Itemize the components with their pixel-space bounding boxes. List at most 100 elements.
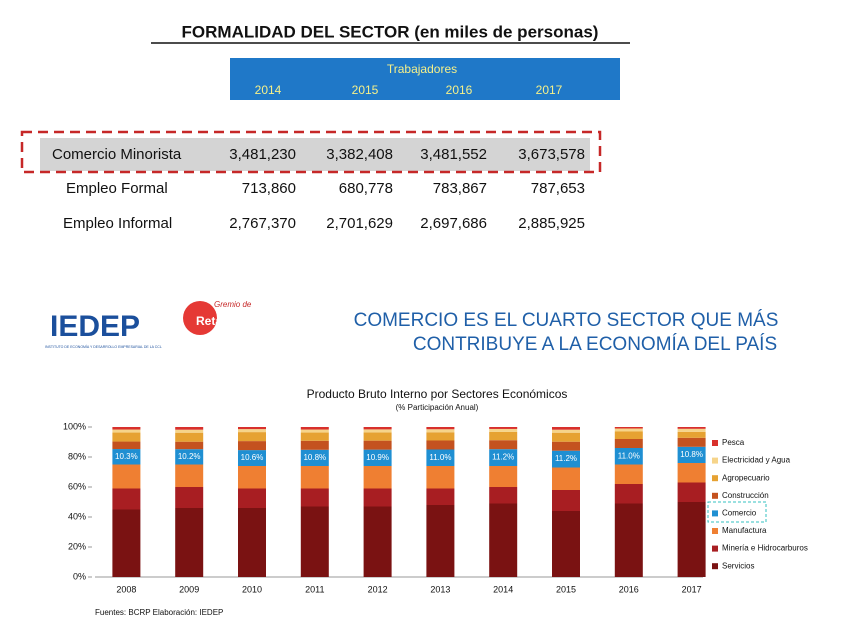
bar-segment (614, 439, 643, 448)
bar-segment (300, 466, 329, 489)
bar-segment (677, 446, 706, 463)
y-tick-label: 60% (68, 481, 86, 491)
legend-label: Pesca (722, 438, 745, 447)
headline: COMERCIO ES EL CUARTO SECTOR QUE MÁS (354, 310, 779, 331)
logo-gremio: Gremio de (214, 300, 252, 309)
table-column-header: 2016 (446, 83, 473, 97)
legend-label: Electricidad y Agua (722, 456, 791, 465)
bar-segment (238, 429, 266, 433)
page-title: FORMALIDAD DEL SECTOR (en miles de perso… (182, 22, 599, 41)
chart-title: Producto Bruto Interno por Sectores Econ… (307, 387, 568, 401)
bar-segment (426, 449, 455, 466)
table-cell: 2,885,925 (518, 215, 585, 232)
x-tick-label: 2017 (682, 584, 702, 594)
table-cell: 783,867 (433, 180, 487, 197)
x-tick-label: 2013 (430, 584, 450, 594)
legend-label: Construcción (722, 491, 769, 500)
bar-segment (489, 427, 518, 429)
data-label: 10.9% (366, 453, 389, 462)
bar-segment (552, 427, 580, 430)
row-label: Comercio Minorista (52, 146, 182, 163)
chart-subtitle: (% Participación Anual) (396, 403, 479, 412)
bar-segment (238, 466, 266, 489)
logo-iedep-sub: INSTITUTO DE ECONOMÍA Y DESARROLLO EMPRE… (45, 345, 162, 349)
legend-swatch (712, 545, 718, 552)
y-tick-label: 0% (73, 571, 86, 581)
y-tick-label: 20% (68, 541, 86, 551)
bar-segment (489, 431, 518, 441)
data-label: 10.8% (303, 453, 326, 462)
logo-iedep: IEDEP (50, 310, 140, 343)
logo-gremio-circle (183, 301, 217, 335)
x-tick-label: 2008 (116, 584, 136, 594)
bar-segment (614, 484, 643, 504)
bar-segment (112, 429, 141, 433)
bar-segment (677, 463, 706, 483)
legend-swatch (712, 457, 718, 464)
table-cell: 2,701,629 (326, 215, 393, 232)
bar-segment (363, 466, 392, 489)
legend-label: Minería e Hidrocarburos (722, 544, 808, 553)
table-header: Trabajadores (387, 62, 457, 76)
bar-segment (614, 431, 643, 439)
table-column-header: 2015 (352, 83, 379, 97)
bar-segment (426, 488, 455, 505)
bar-segment (112, 488, 141, 510)
bar-segment (677, 431, 706, 438)
legend-label: Comercio (722, 509, 757, 518)
bar-segment (175, 427, 204, 430)
y-tick-label: 40% (68, 511, 86, 521)
bar-segment (614, 448, 643, 465)
table-header-band (230, 58, 620, 100)
bar-segment (300, 449, 329, 466)
bar-segment (363, 506, 392, 577)
bar-segment (489, 503, 518, 577)
bar-segment (489, 487, 518, 504)
bar-segment (363, 432, 392, 441)
x-tick-label: 2014 (493, 584, 513, 594)
data-label: 10.6% (241, 453, 264, 462)
bar-segment (363, 429, 392, 433)
legend-swatch (712, 563, 718, 570)
y-tick-label: 100% (63, 421, 86, 431)
bar-segment (300, 432, 329, 441)
x-tick-label: 2010 (242, 584, 262, 594)
bar-segment (614, 464, 643, 484)
highlight-row (40, 138, 590, 171)
bar-segment (112, 509, 141, 577)
table-column-header: 2017 (536, 83, 563, 97)
bar-segment (426, 466, 455, 489)
x-tick-label: 2016 (619, 584, 639, 594)
source-note: Fuentes: BCRP Elaboración: IEDEP (95, 608, 223, 617)
row-label: Empleo Informal (63, 215, 172, 232)
table-cell: 2,697,686 (420, 215, 487, 232)
bar-segment (238, 450, 266, 466)
bar-segment (614, 427, 643, 429)
bar-segment (238, 427, 266, 430)
bar-segment (552, 467, 580, 490)
bar-segment (426, 432, 455, 441)
table-cell: 787,653 (531, 180, 585, 197)
legend-highlight (707, 501, 767, 523)
bar-segment (175, 449, 204, 465)
row-label: Empleo Formal (66, 180, 168, 197)
data-label: 10.3% (115, 452, 138, 461)
x-tick-label: 2011 (305, 584, 324, 594)
bar-segment (552, 441, 580, 451)
bar-segment (677, 482, 706, 502)
bar-segment (175, 432, 204, 442)
bar-segment (677, 502, 706, 577)
bar-segment (489, 466, 518, 487)
headline: CONTRIBUYE A LA ECONOMÍA DEL PAÍS (413, 334, 777, 355)
table-cell: 3,673,578 (518, 146, 585, 163)
bar-segment (112, 432, 141, 442)
bar-segment (300, 488, 329, 507)
bar-segment (363, 449, 392, 466)
data-label: 10.8% (680, 450, 703, 459)
legend-label: Servicios (722, 561, 754, 570)
data-label: 11.0% (429, 453, 451, 462)
bar-segment (238, 488, 266, 508)
legend-swatch (712, 440, 718, 446)
bar-segment (238, 441, 266, 451)
